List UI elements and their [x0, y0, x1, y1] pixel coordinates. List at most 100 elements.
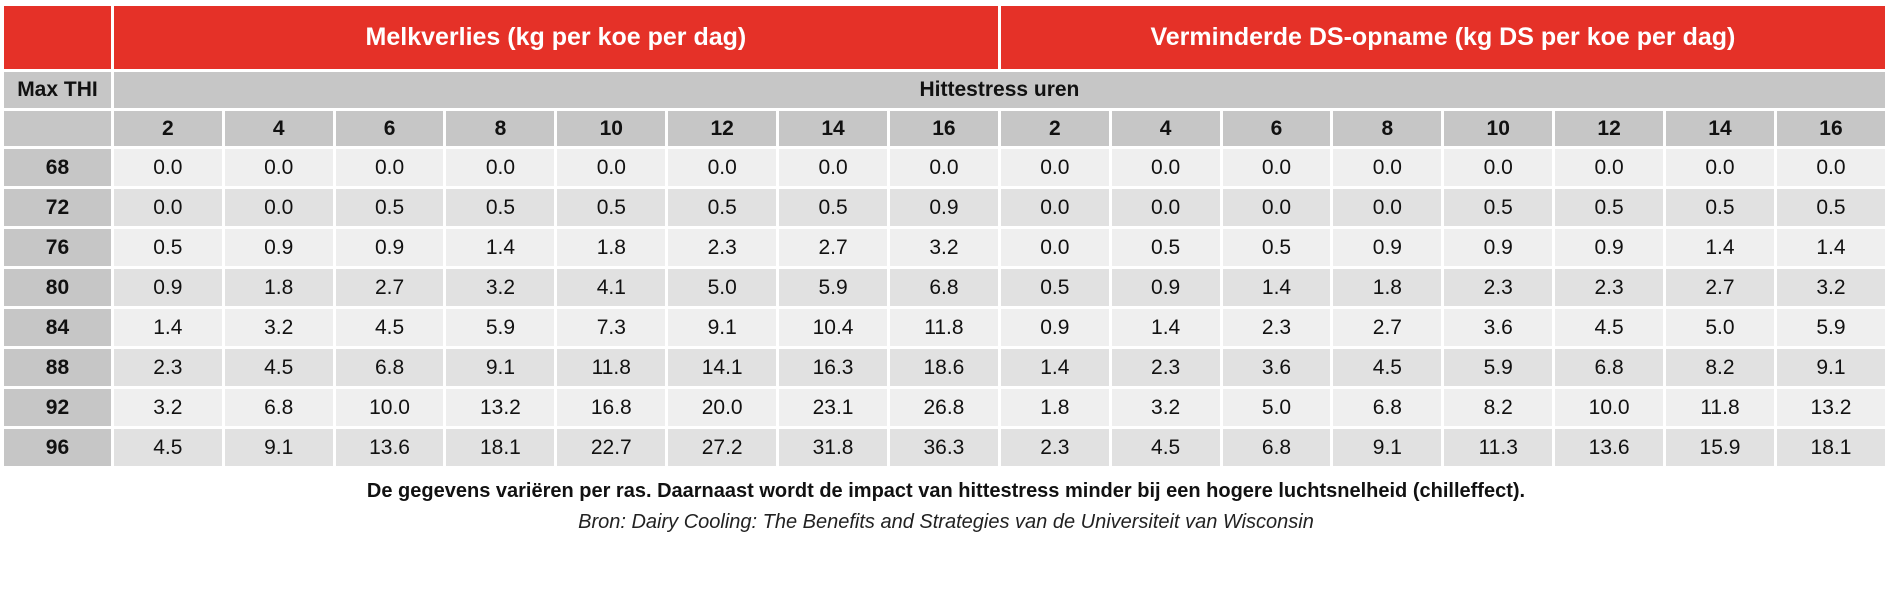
hours-column-header: 12 — [1555, 111, 1664, 146]
hours-column-header: 6 — [335, 111, 444, 146]
milk-loss-cell: 10.4 — [779, 309, 887, 346]
milk-loss-cell: 0.5 — [779, 189, 887, 226]
milk-loss-cell: 1.4 — [113, 309, 222, 346]
dm-intake-cell: 0.9 — [1444, 229, 1553, 266]
table-body: 68 0.0 0.0 0.0 0.0 0.0 0.0 0.0 0.0 0.0 0.0 0.0 0.0 0.… — [4, 149, 1885, 466]
milk-loss-cell: 5.9 — [779, 269, 887, 306]
dm-intake-cell: 5.9 — [1444, 349, 1553, 386]
max-thi-value: 76 — [4, 229, 111, 266]
hours-column-header: 8 — [446, 111, 555, 146]
milk-loss-cell: 0.9 — [335, 229, 444, 266]
milk-loss-cell: 3.2 — [224, 309, 333, 346]
dm-intake-cell: 0.9 — [1000, 309, 1109, 346]
milk-loss-cell: 5.9 — [446, 309, 555, 346]
source-citation: Bron: Dairy Cooling: The Benefits and St… — [578, 511, 1314, 533]
hours-column-header: 8 — [1333, 111, 1442, 146]
milk-loss-cell: 27.2 — [668, 429, 777, 466]
milk-loss-cell: 20.0 — [668, 389, 777, 426]
milk-loss-cell: 6.8 — [889, 269, 998, 306]
milk-loss-cell: 0.0 — [335, 149, 444, 186]
dm-intake-cell: 0.0 — [1111, 189, 1220, 226]
heat-stress-table: Melkverlies (kg per koe per dag) Vermind… — [1, 3, 1888, 469]
milk-loss-cell: 3.2 — [889, 229, 998, 266]
dm-intake-cell: 10.0 — [1555, 389, 1664, 426]
dm-intake-cell: 3.2 — [1111, 389, 1220, 426]
dm-intake-cell: 5.9 — [1776, 309, 1885, 346]
subheader-row: Max THI Hittestress uren — [4, 72, 1885, 108]
milk-loss-cell: 3.2 — [113, 389, 222, 426]
header-corner — [4, 6, 111, 69]
dm-intake-cell: 18.1 — [1776, 429, 1885, 466]
milk-loss-cell: 2.7 — [335, 269, 444, 306]
dm-intake-cell: 9.1 — [1776, 349, 1885, 386]
milk-loss-cell: 16.3 — [779, 349, 887, 386]
milk-loss-cell: 1.8 — [224, 269, 333, 306]
dm-intake-cell: 0.0 — [1666, 149, 1774, 186]
milk-loss-cell: 2.3 — [668, 229, 777, 266]
milk-loss-cell: 26.8 — [889, 389, 998, 426]
group-header-dm-intake: Verminderde DS-opname (kg DS per koe per… — [1000, 6, 1885, 69]
group-header-row: Melkverlies (kg per koe per dag) Vermind… — [4, 6, 1885, 69]
dm-intake-cell: 1.8 — [1333, 269, 1442, 306]
dm-intake-cell: 2.7 — [1333, 309, 1442, 346]
dm-intake-cell: 0.0 — [1555, 149, 1664, 186]
table-row: 96 4.5 9.1 13.6 18.1 22.7 27.2 31.8 36.3 2.3 4.5 6.… — [4, 429, 1885, 466]
milk-loss-cell: 13.6 — [335, 429, 444, 466]
milk-loss-cell: 11.8 — [889, 309, 998, 346]
dm-intake-cell: 1.4 — [1111, 309, 1220, 346]
dm-intake-cell: 3.6 — [1222, 349, 1331, 386]
dm-intake-cell: 0.0 — [1222, 189, 1331, 226]
group-header-milk-loss: Melkverlies (kg per koe per dag) — [113, 6, 998, 69]
dm-intake-cell: 1.4 — [1000, 349, 1109, 386]
max-thi-value: 80 — [4, 269, 111, 306]
hours-column-header: 14 — [1666, 111, 1774, 146]
milk-loss-cell: 11.8 — [557, 349, 666, 386]
milk-loss-cell: 10.0 — [335, 389, 444, 426]
milk-loss-cell: 7.3 — [557, 309, 666, 346]
milk-loss-cell: 0.0 — [113, 149, 222, 186]
milk-loss-cell: 36.3 — [889, 429, 998, 466]
footnote: De gegevens variëren per ras. Daarnaast … — [366, 480, 1526, 502]
milk-loss-cell: 5.0 — [668, 269, 777, 306]
hours-column-header: 12 — [668, 111, 777, 146]
dm-intake-cell: 0.0 — [1111, 149, 1220, 186]
table-row: 88 2.3 4.5 6.8 9.1 11.8 14.1 16.3 18.6 1.4 2.3 3.6 4… — [4, 349, 1885, 386]
dm-intake-cell: 3.6 — [1444, 309, 1553, 346]
hours-column-header: 2 — [113, 111, 222, 146]
dm-intake-cell: 13.2 — [1776, 389, 1885, 426]
table-row: 84 1.4 3.2 4.5 5.9 7.3 9.1 10.4 11.8 0.9 1.4 2.3 2.7… — [4, 309, 1885, 346]
milk-loss-cell: 0.5 — [113, 229, 222, 266]
dm-intake-cell: 0.0 — [1000, 189, 1109, 226]
milk-loss-cell: 18.6 — [889, 349, 998, 386]
dm-intake-cell: 0.0 — [1000, 149, 1109, 186]
milk-loss-cell: 23.1 — [779, 389, 887, 426]
dm-intake-cell: 0.5 — [1555, 189, 1664, 226]
milk-loss-cell: 1.8 — [557, 229, 666, 266]
milk-loss-cell: 14.1 — [668, 349, 777, 386]
dm-intake-cell: 5.0 — [1666, 309, 1774, 346]
milk-loss-cell: 0.9 — [113, 269, 222, 306]
dm-intake-cell: 3.2 — [1776, 269, 1885, 306]
milk-loss-cell: 6.8 — [224, 389, 333, 426]
max-thi-value: 84 — [4, 309, 111, 346]
dm-intake-cell: 5.0 — [1222, 389, 1331, 426]
milk-loss-cell: 4.5 — [224, 349, 333, 386]
dm-intake-cell: 0.5 — [1666, 189, 1774, 226]
page: Melkverlies (kg per koe per dag) Vermind… — [1, 3, 1888, 533]
dm-intake-cell: 0.5 — [1776, 189, 1885, 226]
dm-intake-cell: 0.0 — [1333, 189, 1442, 226]
dm-intake-cell: 9.1 — [1333, 429, 1442, 466]
milk-loss-cell: 0.0 — [446, 149, 555, 186]
dm-intake-cell: 6.8 — [1222, 429, 1331, 466]
milk-loss-cell: 0.5 — [557, 189, 666, 226]
dm-intake-cell: 0.0 — [1000, 229, 1109, 266]
milk-loss-cell: 9.1 — [446, 349, 555, 386]
dm-intake-cell: 13.6 — [1555, 429, 1664, 466]
dm-intake-cell: 0.0 — [1444, 149, 1553, 186]
milk-loss-cell: 0.9 — [889, 189, 998, 226]
milk-loss-cell: 0.9 — [224, 229, 333, 266]
dm-intake-cell: 0.9 — [1555, 229, 1664, 266]
milk-loss-cell: 0.0 — [113, 189, 222, 226]
milk-loss-cell: 4.5 — [335, 309, 444, 346]
dm-intake-cell: 1.4 — [1666, 229, 1774, 266]
